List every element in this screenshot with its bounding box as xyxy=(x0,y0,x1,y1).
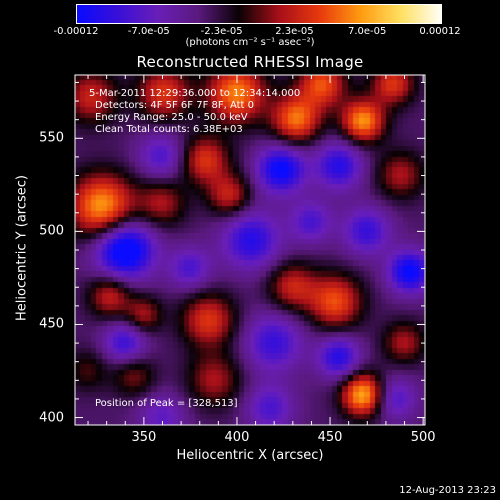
colorbar-tick-label: -2.3e-05 xyxy=(200,26,243,37)
energy-range-label: Energy Range: 25.0 - 50.0 keV xyxy=(95,112,248,123)
peak-position-label: Position of Peak = [328,513] xyxy=(95,398,238,409)
colorbar-tick-label: -0.00012 xyxy=(53,26,99,37)
x-tick-label: 350 xyxy=(131,430,157,445)
x-tick-label: 450 xyxy=(317,430,343,445)
y-axis-label: Heliocentric Y (arcsec) xyxy=(14,175,30,321)
colorbar-units: (photons cm⁻² s⁻¹ asec⁻²) xyxy=(185,37,315,48)
y-tick-label: 500 xyxy=(39,223,64,239)
y-tick-label: 550 xyxy=(39,130,64,146)
x-axis-label: Heliocentric X (arcsec) xyxy=(176,448,324,463)
chart-title: Reconstructed RHESSI Image xyxy=(136,53,364,71)
colorbar-tick-label: 7.0e-05 xyxy=(347,26,387,37)
x-tick-label: 400 xyxy=(224,430,250,445)
detectors-label: Detectors: 4F 5F 6F 7F 8F, Att 0 xyxy=(95,100,255,111)
y-tick-label: 450 xyxy=(39,316,64,332)
generation-date: 12-Aug-2013 23:23 xyxy=(399,485,496,496)
colorbar-tick-label: 0.00012 xyxy=(419,26,461,37)
colorbar-tick-label: 2.3e-05 xyxy=(275,26,314,37)
x-tick-label: 500 xyxy=(410,430,436,445)
y-tick-label: 400 xyxy=(39,410,64,426)
time-range-label: 5-Mar-2011 12:29:36.000 to 12:34:14.000 xyxy=(89,88,301,99)
colorbar-tick-label: -7.0e-05 xyxy=(127,26,170,37)
colorbar xyxy=(76,4,442,24)
clean-counts-label: Clean Total counts: 6.38E+03 xyxy=(95,124,243,135)
